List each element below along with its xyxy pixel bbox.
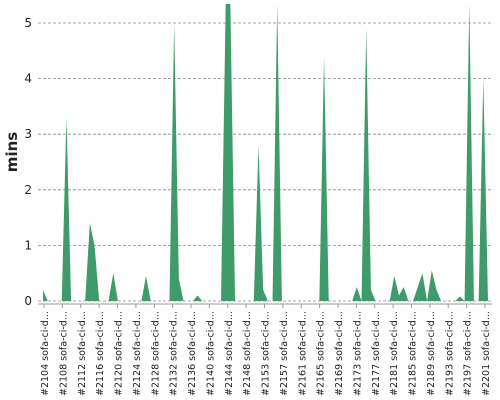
x-tick-label: #2136 sofa-ci-d... (187, 311, 198, 396)
x-tick-label: #2169 sofa-ci-d... (334, 311, 345, 396)
x-tick-label: #2153 sofa-ci-d... (261, 311, 272, 396)
x-tick-label: #2157 sofa-ci-d... (279, 311, 290, 396)
series-area (43, 4, 488, 301)
x-tick-label: #2185 sofa-ci-d... (408, 311, 419, 396)
x-tick-label: #2181 sofa-ci-d... (389, 311, 400, 396)
gridlines (38, 22, 492, 302)
x-tick-label: #2104 sofa-ci-d... (40, 311, 51, 396)
y-axis-label: mins (3, 132, 21, 172)
x-tick-label: #2148 sofa-ci-d... (242, 311, 253, 396)
x-tick-label: #2165 sofa-ci-d... (316, 311, 327, 396)
x-tick-label: #2201 sofa-ci-d... (481, 311, 492, 396)
x-tick-label: #2120 sofa-ci-d... (114, 311, 125, 396)
x-tick-label: #2132 sofa-ci-d... (169, 311, 180, 396)
y-tick-label: 2 (24, 183, 32, 197)
x-tick-label: #2189 sofa-ci-d... (426, 311, 437, 396)
x-tick-label: #2128 sofa-ci-d... (150, 311, 161, 396)
series-area-path (43, 4, 488, 301)
x-axis-ticks: #2104 sofa-ci-d... #2108 sofa-ci-d... #211… (40, 304, 492, 396)
x-tick-label: #2108 sofa-ci-d... (58, 311, 69, 396)
y-tick-label: 0 (24, 294, 32, 308)
y-tick-label: 3 (24, 127, 32, 141)
x-tick-label: #2173 sofa-ci-d... (352, 311, 363, 396)
y-tick-label: 1 (24, 238, 32, 252)
x-tick-label: #2144 sofa-ci-d... (224, 311, 235, 396)
x-tick-label: #2140 sofa-ci-d... (205, 311, 216, 396)
y-axis-ticks: 0 1 2 3 4 5 (24, 16, 32, 308)
x-tick-label: #2177 sofa-ci-d... (371, 311, 382, 396)
y-tick-label: 5 (24, 16, 32, 30)
x-tick-label: #2116 sofa-ci-d... (95, 311, 106, 396)
x-tick-label: #2197 sofa-ci-d... (463, 311, 474, 396)
x-tick-label: #2112 sofa-ci-d... (77, 311, 88, 396)
x-tick-label: #2161 sofa-ci-d... (297, 311, 308, 396)
x-tick-label: #2193 sofa-ci-d... (444, 311, 455, 396)
x-tick-label: #2124 sofa-ci-d... (132, 311, 143, 396)
y-tick-label: 4 (24, 72, 32, 86)
